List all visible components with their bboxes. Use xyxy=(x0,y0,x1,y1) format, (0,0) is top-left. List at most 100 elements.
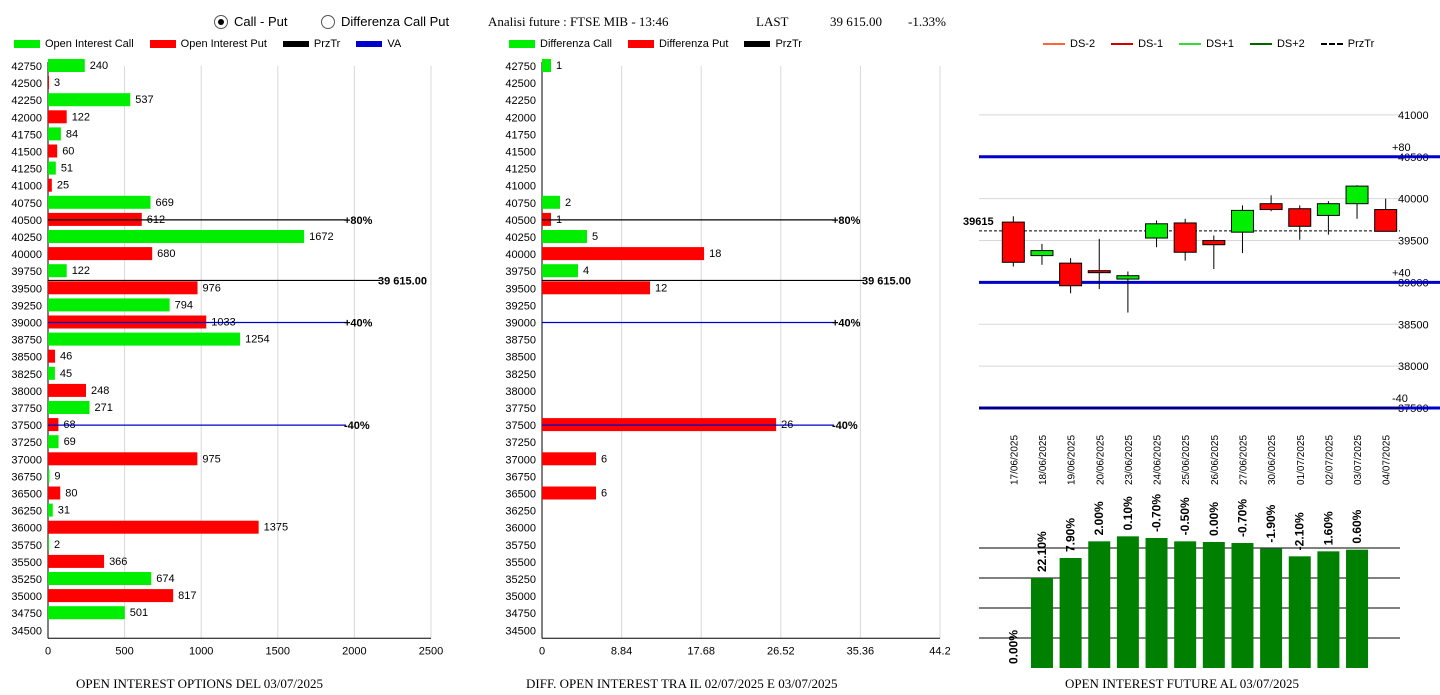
radio-differenza-label: Differenza Call Put xyxy=(341,14,450,29)
x-tick-label: 500 xyxy=(115,645,133,657)
legend-label-put: Open Interest Put xyxy=(180,38,267,50)
strike-label: 35500 xyxy=(505,557,536,569)
call-bar xyxy=(48,503,53,517)
put-bar xyxy=(542,452,597,466)
call-bar xyxy=(48,59,85,72)
legend-label-ds2: DS-2 xyxy=(1070,38,1096,50)
legend-item-call: Open Interest Call xyxy=(14,38,134,50)
strike-label: 40750 xyxy=(11,198,42,210)
strike-label: 38250 xyxy=(11,369,42,381)
strike-label: 38750 xyxy=(11,335,42,347)
date-label: 04/07/2025 xyxy=(1382,435,1393,485)
put-bar xyxy=(542,281,651,295)
legend-item-przt: PrzTr xyxy=(282,38,340,50)
legend-line-dsp1 xyxy=(1179,43,1202,45)
candle-body xyxy=(1173,222,1197,253)
diff-oi-chart: 0 8.84 17.68 26.52 35.36 44.2 42750 42500 42250 4… xyxy=(505,59,950,657)
caption-future: OPEN INTEREST FUTURE AL 03/07/2025 xyxy=(1065,676,1300,691)
caption-oi: OPEN INTEREST OPTIONS DEL 03/07/2025 xyxy=(76,676,323,691)
strike-label: 38250 xyxy=(505,369,536,381)
bar-value-label: 669 xyxy=(155,197,173,209)
level-line-label: -40 xyxy=(1392,393,1408,405)
candle-body xyxy=(1087,270,1111,274)
strike-label: 40250 xyxy=(505,232,536,244)
strike-label: 42500 xyxy=(505,78,536,90)
bar-value-label: 45 xyxy=(60,368,72,380)
call-bar xyxy=(48,366,55,380)
strike-label: 42250 xyxy=(11,95,42,107)
y-tick-label: 39500 xyxy=(1398,236,1429,248)
strike-label: 36500 xyxy=(11,489,42,501)
strike-label: 41500 xyxy=(505,147,536,159)
strike-label: 37000 xyxy=(505,454,536,466)
date-label: 20/06/2025 xyxy=(1095,435,1106,485)
legend-label-diff-przt: PrzTr xyxy=(775,38,802,50)
bar-pct-label: 7.90% xyxy=(1064,518,1078,552)
bar-pct-label: 0.60% xyxy=(1350,509,1364,543)
bar-value-label: 674 xyxy=(156,573,174,585)
strike-label: 38500 xyxy=(505,352,536,364)
bar-value-label: 122 xyxy=(72,111,90,123)
x-tick-label: 17.68 xyxy=(687,645,715,657)
candle-body xyxy=(1345,185,1369,205)
strike-label: 38750 xyxy=(505,335,536,347)
radio-call-put[interactable]: Call - Put xyxy=(214,14,287,29)
date-label: 19/06/2025 xyxy=(1067,435,1078,485)
strike-label: 35500 xyxy=(11,557,42,569)
legend-label-va: VA xyxy=(387,38,402,50)
call-bar xyxy=(48,264,67,278)
strike-label: 37750 xyxy=(505,403,536,415)
call-bar xyxy=(48,537,49,551)
legend-label-diff-call: Differenza Call xyxy=(540,38,612,50)
y-tick-label: 38000 xyxy=(1398,361,1429,373)
bar-value-label: 18 xyxy=(709,248,721,260)
bar-pct-label: -0.70% xyxy=(1235,499,1249,537)
candle-body xyxy=(1374,209,1398,232)
y-tick-label: 41000 xyxy=(1398,110,1429,122)
bar-value-label: 12 xyxy=(655,282,667,294)
bar-pct-label: -1.90% xyxy=(1264,504,1278,542)
bar-pct-label: -2.10% xyxy=(1293,512,1307,550)
x-tick-label: 1500 xyxy=(266,645,290,657)
legend-label-diff-put: Differenza Put xyxy=(658,38,729,50)
future-oi-bar xyxy=(1174,541,1197,668)
radio-differenza[interactable]: Differenza Call Put xyxy=(321,14,449,29)
level-line-label: +80 xyxy=(1392,142,1411,154)
put-bar xyxy=(542,486,597,500)
bar-pct-label: -0.70% xyxy=(1150,494,1164,532)
put-bar xyxy=(48,178,52,192)
strike-label: 39000 xyxy=(505,318,536,330)
legend-line-ds1 xyxy=(1111,43,1134,45)
legend-item-va: VA xyxy=(356,38,401,50)
put-bar xyxy=(48,110,67,124)
future-candles-chart: 4100040500400003950039000385003800037500… xyxy=(963,110,1440,668)
put-bar xyxy=(48,520,259,534)
strike-label: 40750 xyxy=(505,198,536,210)
reference-line-label: +80% xyxy=(832,215,861,227)
strike-label: 36000 xyxy=(11,523,42,535)
strike-label: 38500 xyxy=(11,352,42,364)
strike-label: 39500 xyxy=(505,283,536,295)
strike-label: 39000 xyxy=(11,318,42,330)
strike-label: 40000 xyxy=(505,249,536,261)
bar-value-label: 680 xyxy=(157,248,175,260)
caption-diff: DIFF. OPEN INTEREST TRA IL 02/07/2025 E … xyxy=(526,676,838,691)
legend-item-dsp2: DS+2 xyxy=(1249,38,1305,50)
candle-body xyxy=(1202,240,1226,246)
strike-label: 39750 xyxy=(11,266,42,278)
bar-value-label: 794 xyxy=(175,299,193,311)
strike-label: 41750 xyxy=(11,129,42,141)
strike-label: 35750 xyxy=(505,540,536,552)
candle-body xyxy=(1116,275,1140,280)
radio-unselected-icon[interactable] xyxy=(321,14,335,29)
strike-label: 41250 xyxy=(505,164,536,176)
candle-body xyxy=(1316,203,1340,216)
future-oi-bar xyxy=(1030,578,1053,668)
call-bar xyxy=(542,230,588,243)
strike-label: 38000 xyxy=(11,386,42,398)
radio-selected-icon[interactable] xyxy=(214,14,228,29)
x-tick-label: 35.36 xyxy=(847,645,875,657)
x-tick-label: 26.52 xyxy=(767,645,795,657)
strike-label: 37500 xyxy=(505,420,536,432)
bar-value-label: 5 xyxy=(592,231,598,243)
